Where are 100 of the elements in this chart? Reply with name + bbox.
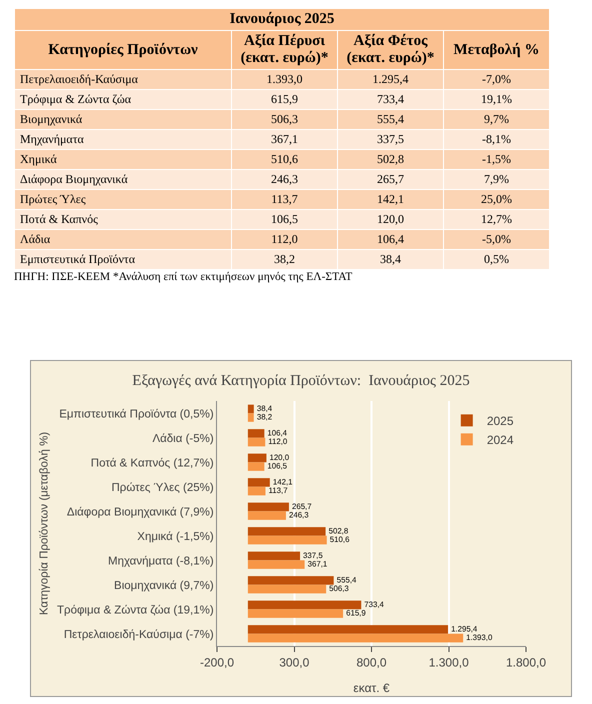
data-label: 615,9: [346, 608, 366, 618]
data-label: 9,7%: [444, 110, 550, 130]
data-label: 265,7: [338, 170, 444, 190]
data-label: 38,4: [338, 250, 444, 270]
category-label: Τρόφιμα & Ζώντα ζώα: [14, 90, 232, 110]
data-label: 120,0: [338, 210, 444, 230]
category-label: Εμπιστευτικά Προϊόντα: [14, 250, 232, 270]
data-label: 1.393,0: [232, 70, 338, 90]
x-tick-label: 1.800,0: [506, 655, 546, 670]
category-label: Βιομηχανικά: [14, 110, 232, 130]
data-label: 555,4: [338, 110, 444, 130]
data-label: -5,0%: [444, 230, 550, 250]
data-label: 7,9%: [444, 170, 550, 190]
data-label: 38,4: [256, 404, 273, 414]
bar: [248, 584, 326, 594]
category-label: Μηχανήματα: [14, 130, 232, 150]
bar: [248, 536, 327, 544]
bar: [248, 462, 264, 471]
data-label: 112,0: [232, 230, 338, 250]
bar: [248, 454, 266, 462]
bar: [248, 634, 464, 642]
data-label: 38,2: [256, 412, 272, 422]
y-tick-label: Τρόφιμα & Ζώντα ζώα (19,1%): [57, 604, 214, 616]
category-label: Λάδια: [14, 230, 232, 250]
data-label: 367,1: [232, 130, 338, 150]
chart-title: Εξαγωγές ανά Κατηγορία Προϊόντων: Ιανουάριος 2025: [132, 372, 470, 389]
x-tick-label: 1.300,0: [428, 655, 470, 670]
x-tick-label: 800,0: [356, 655, 387, 670]
data-label: -7,0%: [444, 70, 550, 90]
data-label: 510,6: [232, 150, 338, 170]
y-tick-label: Εμπιστευτικά Προϊόντα (0,5%): [59, 408, 214, 420]
y-tick-label: Βιομηχανικά (9,7%): [114, 580, 214, 592]
data-label: 106,5: [232, 210, 338, 230]
legend-label: 2024: [486, 433, 514, 448]
data-label: 502,8: [328, 526, 349, 536]
y-tick-label: Μηχανήματα (-8,1%): [108, 555, 214, 568]
bar: [248, 576, 334, 585]
bar: [248, 502, 289, 512]
data-label: 506,3: [232, 110, 338, 130]
category-label: Πετρελαιοειδή-Καύσιμα: [14, 70, 232, 90]
y-tick-label: Πρώτες Ύλες (25%): [111, 482, 214, 494]
category-label: Πρώτες Ύλες: [14, 190, 232, 210]
data-label: 733,4: [338, 90, 444, 110]
y-tick-label: Πετρελαιοειδή-Καύσιμα (-7%): [64, 628, 214, 641]
series-label: Μεταβολή %: [444, 30, 550, 70]
data-label: 265,7: [292, 502, 312, 512]
data-label: 120,0: [269, 453, 290, 462]
data-label: 142,1: [272, 478, 292, 487]
text: ΠΗΓΗ: ΠΣΕ-ΚΕΕΜ *Ανάλυση επί των εκτιμήσεων μηνός της ΕΛ-ΣΤΑΤ: [14, 271, 354, 283]
bar: [248, 404, 254, 414]
data-label: 246,3: [232, 170, 338, 190]
legend-label: 2025: [486, 414, 514, 428]
data-label: 106,4: [267, 428, 288, 438]
data-label: 38,2: [232, 250, 338, 270]
bar: [248, 429, 264, 438]
data-label: 246,3: [288, 510, 310, 520]
data-label: 113,7: [232, 190, 338, 210]
bar: [248, 625, 448, 634]
data-label: 615,9: [232, 90, 338, 110]
data-label: 555,4: [336, 576, 357, 585]
x-tick-label: -200,0: [200, 655, 234, 670]
data-label: 12,7%: [444, 210, 550, 230]
bar: [248, 413, 254, 422]
y-tick-label: Χημικά (-1,5%): [137, 530, 214, 543]
data-label: 1.393,0: [466, 633, 493, 642]
data-label: 142,1: [338, 190, 444, 210]
y-tick-label: Λάδια (-5%): [152, 432, 214, 445]
bar: [248, 527, 326, 536]
bar: [248, 552, 300, 560]
category-label: Διάφορα Βιομηχανικά: [14, 170, 232, 190]
bar: [248, 609, 344, 618]
category-label: Χημικά: [14, 150, 232, 170]
bar: [248, 438, 266, 446]
data-label: 733,4: [364, 600, 384, 610]
data-label: -8,1%: [444, 130, 550, 150]
data-label: 506,3: [329, 584, 350, 594]
data-label: 19,1%: [444, 90, 550, 110]
data-label: 502,8: [338, 150, 444, 170]
data-label: 510,6: [330, 535, 350, 544]
data-label: 367,1: [308, 560, 328, 569]
data-label: 112,0: [268, 437, 288, 446]
data-label: 337,5: [303, 551, 324, 560]
y-tick-label: Ποτά & Καπνός (12,7%): [90, 457, 214, 470]
bar: [248, 511, 286, 520]
data-label: 25,0%: [444, 190, 550, 210]
data-label: 106,5: [267, 462, 288, 471]
data-label: 0,5%: [444, 250, 550, 270]
data-label: -1,5%: [444, 150, 550, 170]
data-label: 113,7: [268, 486, 288, 496]
text: Κατηγορίες Προϊόντων: [14, 30, 232, 70]
data-label: 337,5: [338, 130, 444, 150]
y-tick-label: Διάφορα Βιομηχανικά (7,9%): [66, 506, 214, 518]
category-label: Ποτά & Καπνός: [14, 210, 232, 230]
x-tick-label: 300,0: [279, 655, 310, 670]
series-label: Αξία Φέτος (εκατ. ευρώ)*: [338, 30, 444, 70]
y-axis-title: Κατηγορία Προϊόντων (μεταβολή %): [38, 432, 50, 616]
data-label: 1.295,4: [338, 70, 444, 90]
data-label: 106,4: [338, 230, 444, 250]
bar: [248, 478, 270, 487]
data-label: 1.295,4: [451, 624, 478, 634]
